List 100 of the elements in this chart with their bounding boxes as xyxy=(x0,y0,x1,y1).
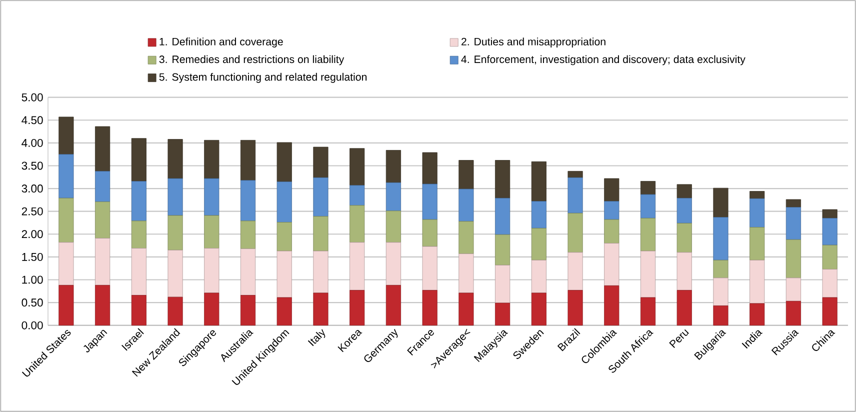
bar xyxy=(276,222,292,252)
y-tick-label: 0.50 xyxy=(22,298,43,307)
bar xyxy=(350,205,365,243)
bar xyxy=(168,296,183,326)
bar xyxy=(95,126,110,172)
bar xyxy=(786,199,801,208)
bar xyxy=(495,198,510,235)
bar xyxy=(604,243,620,286)
bar xyxy=(531,292,546,326)
bar xyxy=(204,292,220,326)
legend-label: 2. Duties and misappropriation xyxy=(462,38,606,48)
legend-label: 5. System functioning and related regulation xyxy=(159,72,367,83)
bar xyxy=(240,248,256,296)
bar xyxy=(822,218,838,246)
bar xyxy=(422,219,438,247)
bar xyxy=(495,160,510,198)
bar xyxy=(58,285,74,326)
bar xyxy=(713,260,728,278)
bar xyxy=(422,152,438,184)
bar xyxy=(168,250,183,298)
bar xyxy=(204,248,220,294)
bar xyxy=(58,116,74,155)
bar xyxy=(640,181,656,195)
bar xyxy=(531,260,546,294)
bar xyxy=(386,242,401,286)
bar xyxy=(750,227,765,260)
y-tick-label: 0.00 xyxy=(22,321,43,330)
bar xyxy=(131,295,146,326)
bar xyxy=(786,300,801,326)
bar xyxy=(676,198,692,224)
bar xyxy=(640,194,656,218)
bar xyxy=(276,142,292,182)
bar xyxy=(386,210,401,243)
bar xyxy=(58,154,74,198)
bar xyxy=(58,242,74,286)
bar xyxy=(676,290,692,326)
bar xyxy=(95,238,110,286)
bar xyxy=(350,290,365,326)
bar xyxy=(495,302,510,326)
bar xyxy=(131,248,146,296)
bar xyxy=(240,220,256,249)
y-tick-label: 1.00 xyxy=(22,276,43,284)
bar xyxy=(458,292,474,326)
y-tick-label: 2.00 xyxy=(22,230,43,238)
bar xyxy=(95,285,110,326)
bar xyxy=(350,148,365,186)
bar xyxy=(168,178,183,216)
bar xyxy=(240,180,256,222)
y-tick-label: 4.00 xyxy=(22,138,43,147)
bar xyxy=(240,140,256,181)
bar xyxy=(458,254,474,294)
bar xyxy=(458,160,474,190)
bar xyxy=(750,198,765,228)
bar xyxy=(531,201,546,228)
bar xyxy=(640,297,656,326)
bar xyxy=(422,184,438,220)
bar xyxy=(313,146,328,178)
bar xyxy=(386,182,401,212)
bar xyxy=(313,250,328,294)
y-tick-label: 3.00 xyxy=(22,184,43,193)
legend-label: 4. Enforcement, investigation and discovery; data exclusivity xyxy=(461,55,746,66)
bar xyxy=(386,150,401,183)
bar xyxy=(604,201,620,220)
x-tick-label: Italy xyxy=(308,329,326,346)
bar xyxy=(822,269,838,298)
bar xyxy=(786,207,801,240)
bar xyxy=(713,306,728,326)
bar xyxy=(531,228,546,260)
bar xyxy=(131,181,146,222)
bar xyxy=(786,278,801,302)
bar xyxy=(350,185,365,206)
bar xyxy=(713,217,728,260)
bar xyxy=(495,234,510,266)
bar xyxy=(786,239,801,278)
bar xyxy=(204,140,220,179)
bar xyxy=(458,188,474,222)
bar xyxy=(750,303,765,326)
bar xyxy=(713,278,728,306)
bar xyxy=(676,184,692,198)
bar xyxy=(568,290,583,326)
bar xyxy=(422,290,438,326)
bar xyxy=(168,139,183,179)
bar xyxy=(750,191,765,199)
bar xyxy=(276,297,292,326)
bar xyxy=(640,218,656,252)
bar xyxy=(276,181,292,222)
bar xyxy=(313,292,328,326)
bar xyxy=(531,161,546,202)
bar xyxy=(276,250,292,298)
bar xyxy=(604,285,620,326)
y-tick-label: 1.50 xyxy=(22,252,43,261)
legend-label: 1. Definition and coverage xyxy=(160,38,283,48)
bar xyxy=(568,252,583,290)
bar xyxy=(95,202,110,238)
bar xyxy=(458,221,474,254)
bar xyxy=(240,295,256,326)
bar xyxy=(131,220,146,248)
bar xyxy=(313,177,328,217)
bar xyxy=(676,222,692,253)
y-tick-label: 5.00 xyxy=(22,93,43,102)
